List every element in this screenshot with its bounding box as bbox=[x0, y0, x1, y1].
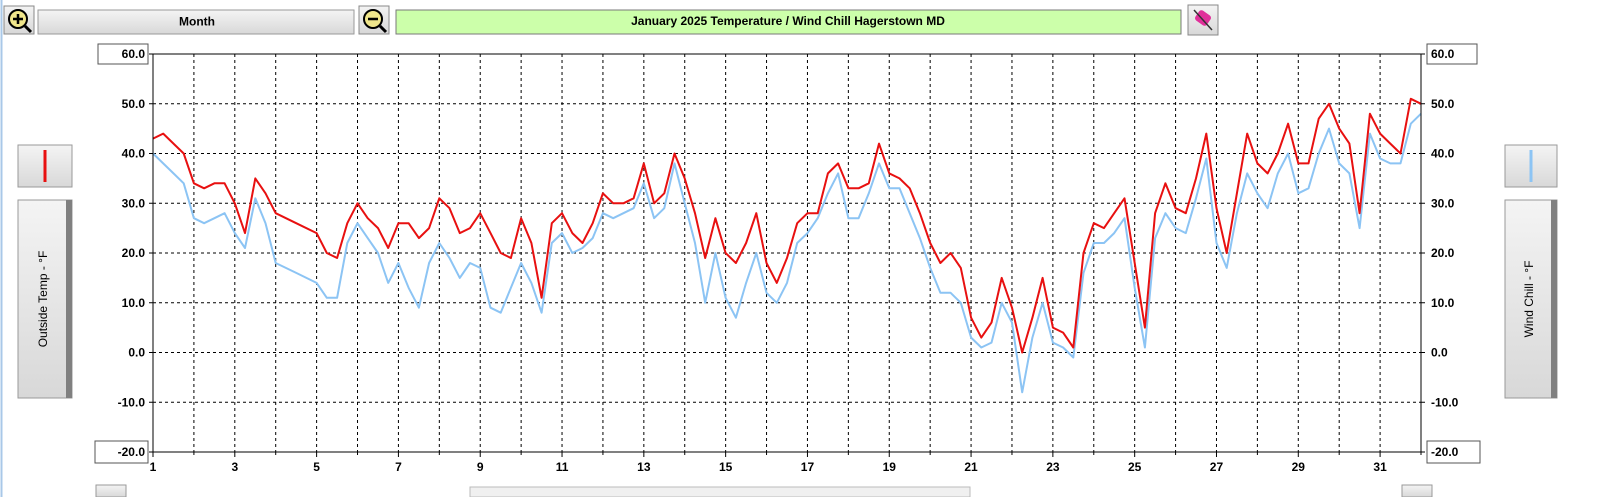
y2-tick-label: 30.0 bbox=[1431, 196, 1455, 210]
y-tick-label: 10.0 bbox=[122, 296, 146, 310]
period-button[interactable]: Month bbox=[37, 9, 355, 35]
y2-tick-label: 60.0 bbox=[1431, 47, 1455, 61]
y-tick-label: 60.0 bbox=[122, 47, 146, 61]
y-tick-label: 40.0 bbox=[122, 147, 146, 161]
period-label: Month bbox=[179, 15, 215, 29]
x-tick-label: 11 bbox=[556, 460, 569, 474]
y-tick-label: 20.0 bbox=[122, 246, 146, 260]
y2-tick-label: -20.0 bbox=[1431, 445, 1459, 459]
x-tick-label: 31 bbox=[1373, 460, 1387, 474]
plot-lines bbox=[152, 97, 1422, 394]
x-tick-label: 15 bbox=[719, 460, 733, 474]
x-tick-label: 17 bbox=[801, 460, 815, 474]
x-tick-label: 3 bbox=[231, 460, 238, 474]
chart-title: January 2025 Temperature / Wind Chill Ha… bbox=[631, 14, 945, 28]
y-tick-label: 0.0 bbox=[128, 346, 145, 360]
settings-button[interactable] bbox=[1187, 4, 1219, 36]
x-tick-label: 1 bbox=[150, 460, 157, 474]
x-tick-label: 29 bbox=[1292, 460, 1306, 474]
x-tick-label: 9 bbox=[477, 460, 484, 474]
scroll-left[interactable] bbox=[95, 484, 127, 497]
y-tick-label: -10.0 bbox=[118, 395, 146, 409]
y2-tick-label: 10.0 bbox=[1431, 296, 1455, 310]
y2-tick-label: 40.0 bbox=[1431, 147, 1455, 161]
x-tick-label: 7 bbox=[395, 460, 402, 474]
chill-legend-button[interactable] bbox=[1504, 144, 1558, 188]
x-tick-label: 5 bbox=[313, 460, 320, 474]
y2max-box[interactable] bbox=[1426, 43, 1478, 65]
series-line bbox=[152, 112, 1422, 394]
temp-legend-button[interactable] bbox=[17, 144, 73, 188]
y2-tick-label: 50.0 bbox=[1431, 97, 1455, 111]
x-tick-label: 23 bbox=[1046, 460, 1060, 474]
title-box bbox=[395, 9, 1182, 35]
y2label-button[interactable]: Wind Chill - °F bbox=[1504, 199, 1558, 399]
y2-tick-label: 20.0 bbox=[1431, 246, 1455, 260]
y-tick-label: 50.0 bbox=[122, 97, 146, 111]
y-tick-label: 30.0 bbox=[122, 196, 146, 210]
y2min-box[interactable] bbox=[1426, 440, 1481, 464]
y2-axis-title: Wind Chill - °F bbox=[1522, 261, 1536, 338]
y-tick-label: -20.0 bbox=[118, 445, 146, 459]
zoom-in-button[interactable] bbox=[3, 5, 35, 35]
x-tick-label: 27 bbox=[1210, 460, 1224, 474]
x-tick-label: 19 bbox=[883, 460, 897, 474]
x-tick-label: 25 bbox=[1128, 460, 1142, 474]
y2-tick-label: 0.0 bbox=[1431, 346, 1448, 360]
y2-tick-label: -10.0 bbox=[1431, 395, 1459, 409]
ymin-box[interactable] bbox=[94, 440, 149, 464]
ymax-box[interactable] bbox=[97, 43, 149, 65]
x-tick-label: 21 bbox=[964, 460, 978, 474]
series-line bbox=[152, 97, 1422, 354]
ylabel-button[interactable]: Outside Temp - °F bbox=[17, 199, 73, 399]
y-axis-title: Outside Temp - °F bbox=[36, 251, 50, 348]
x-tick-label: 13 bbox=[637, 460, 651, 474]
zoom-out-button[interactable] bbox=[358, 5, 390, 35]
scrollbar[interactable] bbox=[469, 486, 971, 497]
scroll-right[interactable] bbox=[1401, 484, 1433, 497]
